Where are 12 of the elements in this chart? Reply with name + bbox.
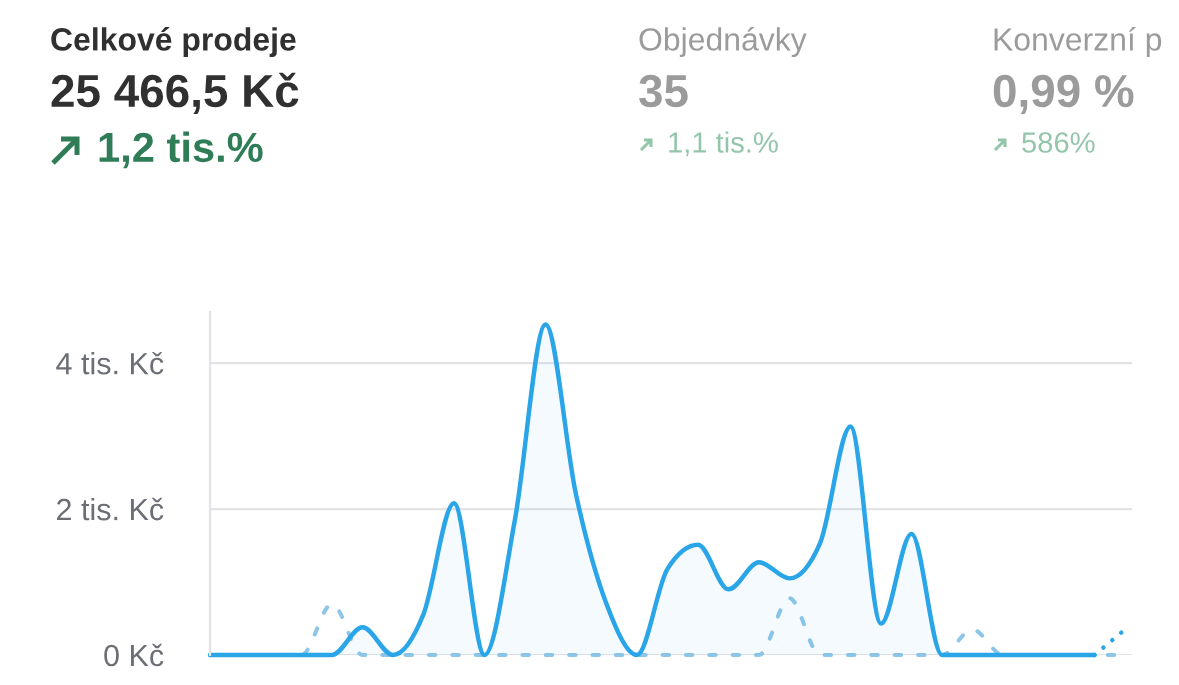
y-tick-label: 0 Kč [104, 643, 164, 667]
text: 0,99 % [993, 74, 1134, 114]
text: Celkové prodeje [51, 26, 296, 58]
text: 1,1 tis.% [669, 131, 778, 157]
text: 1,2 tis.% [99, 131, 263, 169]
text: 25 466,5 Kč [51, 72, 299, 114]
text: 35 [639, 74, 688, 108]
text: Objednávky [639, 26, 807, 58]
text: 586% [1022, 132, 1095, 153]
text: Konverzní p [994, 26, 1162, 58]
y-tick-label: 2 tis. Kč [57, 497, 164, 521]
y-tick-label: 4 tis. Kč [56, 351, 164, 375]
